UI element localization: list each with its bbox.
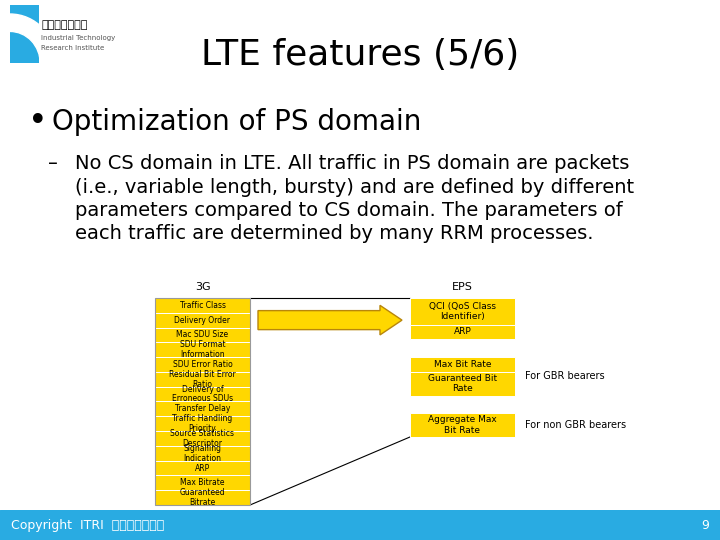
Text: Industrial Technology: Industrial Technology: [41, 35, 116, 41]
Text: Delivery Order: Delivery Order: [174, 315, 230, 325]
Text: Transfer Delay: Transfer Delay: [175, 404, 230, 414]
Text: Traffic Handling
Priority: Traffic Handling Priority: [172, 414, 233, 433]
Text: Max Bitrate: Max Bitrate: [180, 478, 225, 487]
Bar: [155, 298, 250, 505]
Wedge shape: [10, 14, 57, 63]
Bar: [155, 416, 250, 431]
Text: EPS: EPS: [452, 281, 473, 292]
Text: –: –: [48, 154, 58, 173]
Text: 9: 9: [701, 518, 709, 532]
Bar: [155, 387, 250, 401]
Text: For non GBR bearers: For non GBR bearers: [525, 420, 626, 430]
Bar: [155, 475, 250, 490]
Bar: [155, 342, 250, 357]
Text: Source Statistics
Descriptor: Source Statistics Descriptor: [171, 429, 235, 448]
Text: Guaranteed
Bitrate: Guaranteed Bitrate: [180, 488, 225, 507]
Text: Signalling
Indication: Signalling Indication: [184, 444, 222, 463]
Bar: [155, 298, 250, 313]
Text: Delivery of
Erroneous SDUs: Delivery of Erroneous SDUs: [172, 384, 233, 403]
Text: Guaranteed Bit
Rate: Guaranteed Bit Rate: [428, 374, 497, 394]
Text: 3G: 3G: [194, 281, 210, 292]
Bar: [155, 357, 250, 372]
Text: 工業技術研究院: 工業技術研究院: [41, 20, 88, 30]
Text: Traffic Class: Traffic Class: [179, 301, 225, 310]
Bar: [155, 401, 250, 416]
Bar: [155, 461, 250, 475]
Bar: [410, 413, 515, 437]
Bar: [410, 372, 515, 396]
Text: SDU Format
Information: SDU Format Information: [180, 340, 225, 359]
Bar: [410, 357, 515, 372]
Bar: [410, 325, 515, 339]
Text: For GBR bearers: For GBR bearers: [525, 372, 605, 381]
Text: Mac SDU Size: Mac SDU Size: [176, 330, 228, 340]
Text: parameters compared to CS domain. The parameters of: parameters compared to CS domain. The pa…: [75, 201, 623, 220]
Bar: [155, 372, 250, 387]
Bar: [155, 490, 250, 505]
Bar: [155, 328, 250, 342]
Text: Max Bit Rate: Max Bit Rate: [433, 360, 491, 369]
Text: LTE features (5/6): LTE features (5/6): [201, 38, 519, 72]
Text: ARP: ARP: [454, 327, 472, 336]
Text: each traffic are determined by many RRM processes.: each traffic are determined by many RRM …: [75, 224, 593, 243]
Text: Residual Bit Error
Ratio: Residual Bit Error Ratio: [169, 370, 236, 389]
Text: No CS domain in LTE. All traffic in PS domain are packets: No CS domain in LTE. All traffic in PS d…: [75, 154, 629, 173]
Text: (i.e., variable length, bursty) and are defined by different: (i.e., variable length, bursty) and are …: [75, 178, 634, 197]
Text: Optimization of PS domain: Optimization of PS domain: [52, 107, 421, 136]
Text: Research Institute: Research Institute: [41, 45, 104, 51]
Text: Copyright  ITRI  工業技術研究院: Copyright ITRI 工業技術研究院: [11, 518, 164, 532]
Text: Aggregate Max
Bit Rate: Aggregate Max Bit Rate: [428, 415, 497, 435]
Bar: [155, 431, 250, 446]
FancyArrow shape: [258, 305, 402, 335]
Text: QCI (QoS Class
Identifier): QCI (QoS Class Identifier): [429, 301, 496, 321]
Text: ARP: ARP: [195, 463, 210, 472]
Bar: [155, 446, 250, 461]
Bar: [410, 298, 515, 325]
Text: SDU Error Ratio: SDU Error Ratio: [173, 360, 233, 369]
Text: •: •: [28, 105, 48, 138]
Bar: [10, 5, 39, 63]
Bar: [155, 313, 250, 328]
